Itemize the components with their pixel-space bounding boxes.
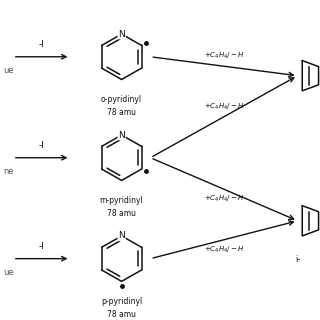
Text: $+C_4H_4/-H$: $+C_4H_4/-H$ (204, 51, 244, 61)
Text: ue: ue (3, 268, 14, 277)
Text: 78 amu: 78 amu (107, 310, 136, 319)
Text: p-pyridinyl: p-pyridinyl (101, 297, 142, 306)
Text: i-: i- (295, 255, 300, 264)
Text: N: N (118, 131, 125, 140)
Text: $+C_4H_4/-H$: $+C_4H_4/-H$ (204, 101, 244, 112)
Text: ne: ne (3, 167, 14, 176)
Text: m-pyridinyl: m-pyridinyl (100, 196, 143, 205)
Text: N: N (118, 29, 125, 39)
Text: 78 amu: 78 amu (107, 108, 136, 117)
Text: o-pyridinyl: o-pyridinyl (101, 95, 142, 104)
Text: 78 amu: 78 amu (107, 209, 136, 218)
Text: $+C_4H_4/-H$: $+C_4H_4/-H$ (204, 245, 244, 255)
Text: -I: -I (39, 40, 44, 49)
Text: N: N (118, 231, 125, 240)
Text: -I: -I (39, 242, 44, 251)
Text: -I: -I (39, 141, 44, 150)
Text: ue: ue (3, 67, 14, 76)
Text: $+C_4H_4/-H$: $+C_4H_4/-H$ (204, 194, 244, 204)
